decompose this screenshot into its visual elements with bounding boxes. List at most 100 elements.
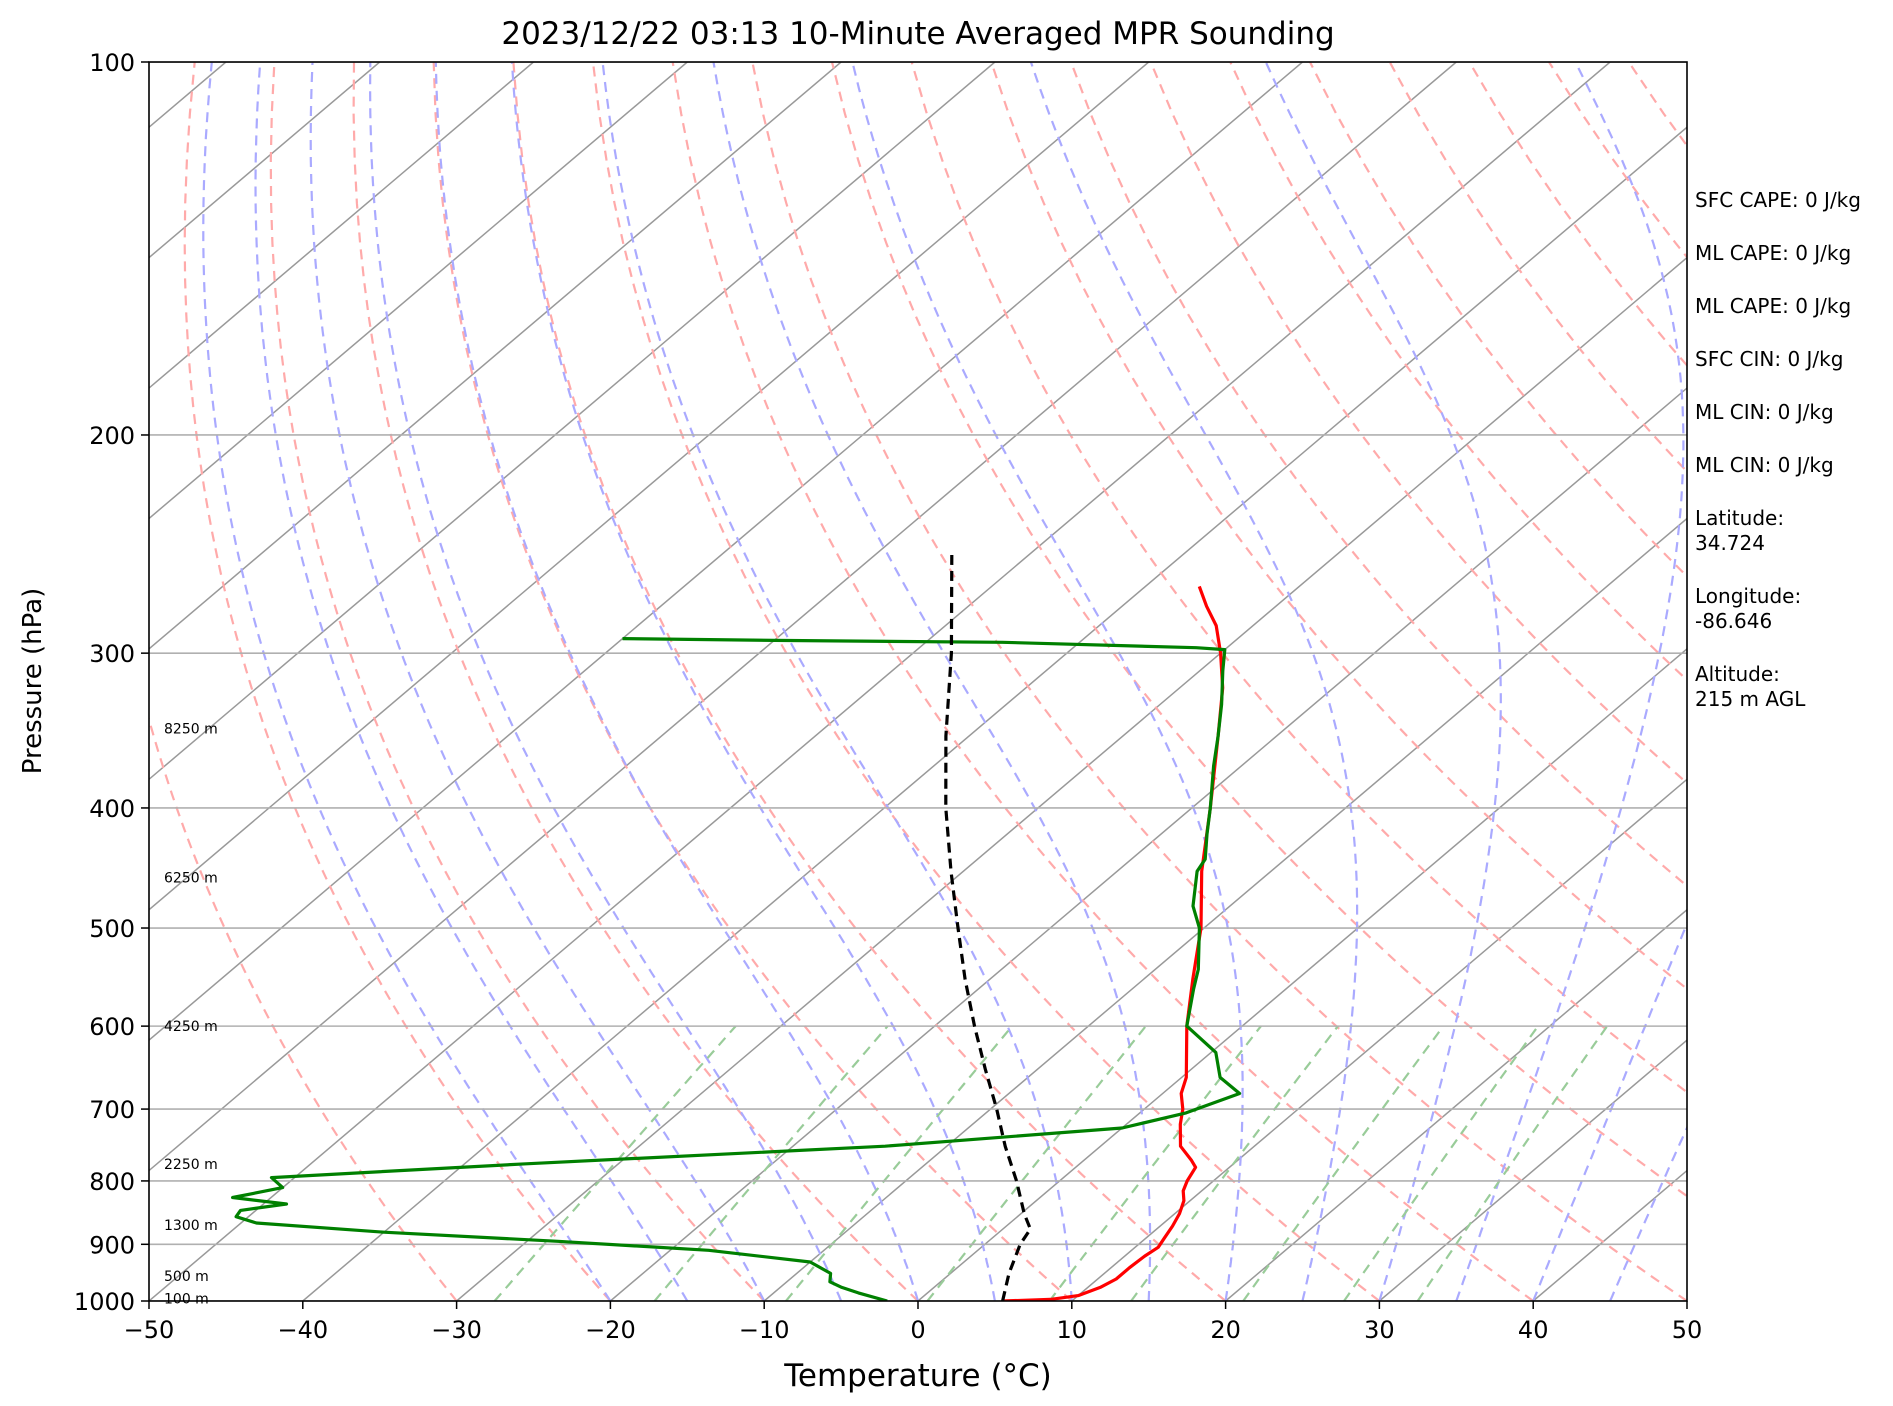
isotherm-line: [1071, 778, 1687, 1301]
x-tick-label: 0: [910, 1316, 925, 1344]
isotherm-line: [917, 647, 1687, 1301]
ml-cin-text-2: ML CIN: 0 J/kg: [1695, 453, 1834, 477]
isotherm-line: [149, 62, 1150, 911]
mixing-ratio-line: [785, 1025, 1013, 1301]
sounding-series: [231, 554, 1242, 1301]
isotherm-line: [456, 256, 1687, 1301]
moist-adiabat-line: [1532, 920, 1687, 1301]
altitude-text: Altitude: 215 m AGL: [1695, 662, 1806, 711]
parcel-profile-line: [944, 554, 1032, 1301]
moist-adiabat-line: [254, 62, 689, 1301]
y-tick-label: 500: [89, 915, 135, 943]
moist-adiabat-line: [202, 62, 612, 1301]
moist-adiabat-line: [510, 62, 996, 1301]
mixing-ratio-line: [1416, 1025, 1609, 1301]
x-tick-label: −10: [739, 1316, 790, 1344]
dewpoint-profile-line: [231, 637, 1242, 1301]
moist-adiabat-line: [851, 62, 1244, 1301]
sfc-cape-text: SFC CAPE: 0 J/kg: [1695, 188, 1861, 212]
y-tick-label: 1000: [74, 1288, 135, 1316]
moist-adiabat-line: [309, 62, 766, 1301]
isotherm-line: [149, 62, 381, 259]
ml-cape-text: ML CAPE: 0 J/kg: [1695, 241, 1852, 265]
x-tick-label: 30: [1364, 1316, 1395, 1344]
dry-adiabat-line: [1069, 62, 1687, 888]
reference-lines: [149, 62, 1687, 1301]
x-axis-label: Temperature (°C): [783, 1358, 1052, 1394]
dry-adiabat-line: [910, 62, 1687, 1094]
moist-adiabat-line: [1029, 62, 1359, 1301]
dry-adiabat-line: [751, 62, 1687, 1301]
dry-adiabat-line: [830, 62, 1687, 1198]
y-tick-label: 300: [89, 640, 135, 668]
height-label: 2250 m: [164, 1157, 218, 1173]
mixing-ratio-line: [1130, 1025, 1339, 1301]
dry-adiabat-line: [432, 62, 1073, 1301]
height-label: 6250 m: [164, 870, 218, 886]
dry-adiabat-line: [671, 62, 1534, 1301]
isotherm-line: [149, 62, 1457, 1172]
x-tick-label: 10: [1057, 1316, 1088, 1344]
dry-adiabat-line: [591, 62, 1381, 1301]
y-tick-label: 200: [89, 422, 135, 450]
plot-frame: [148, 61, 1688, 1302]
isotherm-line: [1225, 908, 1687, 1301]
height-label: 8250 m: [164, 721, 218, 737]
mixing-ratio-line: [1048, 1025, 1262, 1301]
moist-adiabat-line: [434, 62, 920, 1301]
dry-adiabat-line: [149, 715, 458, 1301]
height-label: 500 m: [164, 1269, 209, 1285]
dry-adiabat-line: [990, 62, 1687, 991]
dry-adiabat-line: [269, 62, 765, 1301]
y-axis: 100 200 300 400 500 600 700 800 900 1000: [74, 49, 149, 1316]
moist-adiabat-line: [1455, 62, 1685, 1301]
y-tick-label: 700: [89, 1096, 135, 1124]
dry-adiabat-line: [183, 62, 612, 1301]
dry-adiabat-line: [1229, 62, 1687, 682]
latitude-text: Latitude: 34.724: [1695, 506, 1785, 555]
isotherm-line: [149, 62, 842, 650]
pressure-gridlines: [149, 62, 1687, 1301]
isotherm-line: [302, 126, 1687, 1301]
height-label: 100 m: [164, 1291, 209, 1307]
isotherm-line: [149, 62, 1611, 1301]
y-tick-label: 900: [89, 1231, 135, 1259]
y-tick-label: 400: [89, 795, 135, 823]
ml-cin-text: ML CIN: 0 J/kg: [1695, 400, 1834, 424]
moist-adiabat-line: [712, 62, 1152, 1301]
x-tick-label: 50: [1672, 1316, 1703, 1344]
dry-adiabat-line: [512, 62, 1227, 1301]
isotherm-line: [609, 387, 1687, 1301]
y-tick-label: 800: [89, 1168, 135, 1196]
height-labels: 8250 m 6250 m 4250 m 2250 m 1300 m 500 m 100 m: [164, 721, 218, 1307]
x-tick-label: −50: [124, 1316, 175, 1344]
moist-adiabat-line: [368, 62, 843, 1301]
moist-adiabat-line: [601, 62, 1073, 1301]
mixing-ratio-line: [1343, 1025, 1539, 1301]
sfc-cin-text: SFC CIN: 0 J/kg: [1695, 347, 1844, 371]
x-tick-label: −40: [277, 1316, 328, 1344]
longitude-text: Longitude: -86.646: [1695, 584, 1802, 633]
dry-adiabat-line: [352, 62, 919, 1301]
chart-title: 2023/12/22 03:13 10-Minute Averaged MPR …: [501, 16, 1334, 52]
isotherm-line: [149, 62, 688, 520]
isotherm-line: [149, 62, 534, 390]
y-tick-label: 600: [89, 1013, 135, 1041]
isotherm-line: [763, 517, 1687, 1301]
x-tick-label: −20: [585, 1316, 636, 1344]
height-label: 1300 m: [164, 1218, 218, 1234]
y-tick-label: 100: [89, 49, 135, 77]
x-tick-label: −30: [431, 1316, 482, 1344]
sounding-info-panel: SFC CAPE: 0 J/kg ML CAPE: 0 J/kg ML CAPE…: [1695, 188, 1885, 740]
isotherm-line: [1378, 1039, 1687, 1301]
x-tick-label: 20: [1210, 1316, 1241, 1344]
dry-adiabat-line: [1309, 62, 1687, 578]
isotherm-line: [149, 62, 1303, 1042]
y-axis-label: Pressure (hPa): [18, 588, 48, 775]
x-tick-label: 40: [1518, 1316, 1549, 1344]
temperature-profile-line: [1002, 585, 1225, 1301]
ml-cape-text-2: ML CAPE: 0 J/kg: [1695, 294, 1852, 318]
height-label: 4250 m: [164, 1019, 218, 1035]
isotherm-line: [149, 62, 996, 781]
